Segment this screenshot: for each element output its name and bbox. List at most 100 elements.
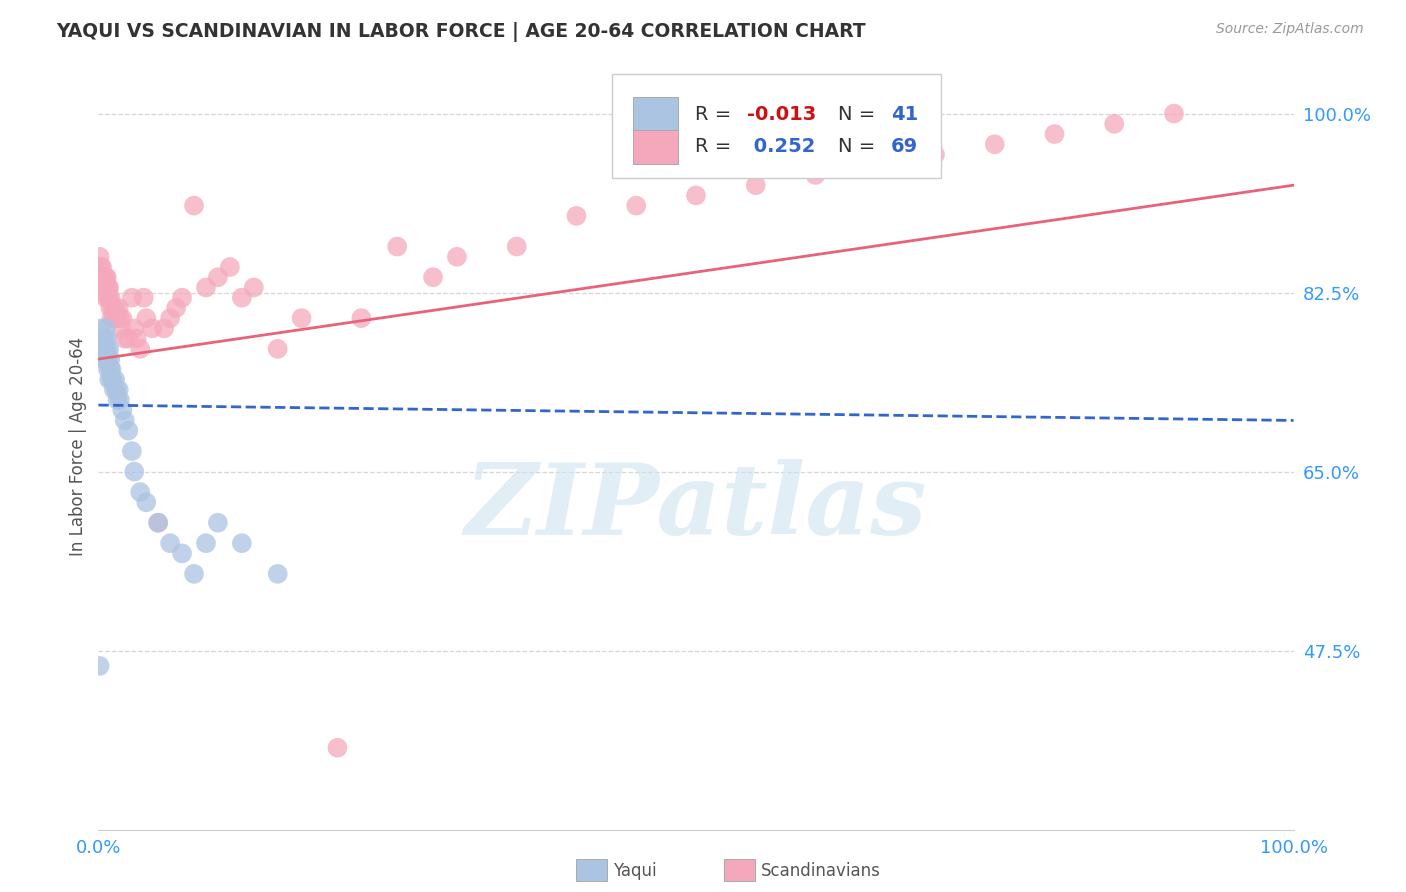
Point — [104, 301, 127, 315]
Point — [94, 352, 117, 367]
Point — [159, 311, 181, 326]
Point — [1163, 106, 1185, 120]
Point — [207, 516, 229, 530]
Point — [326, 740, 349, 755]
Point — [124, 465, 146, 479]
Point — [93, 342, 115, 356]
Point — [446, 250, 468, 264]
Point — [100, 311, 122, 326]
FancyBboxPatch shape — [613, 74, 941, 178]
Point — [153, 321, 176, 335]
Point — [98, 352, 122, 367]
Point — [121, 444, 143, 458]
Point — [148, 516, 170, 530]
Text: 69: 69 — [891, 137, 918, 156]
Point — [267, 342, 290, 356]
Point — [804, 168, 827, 182]
Point — [101, 372, 124, 386]
Point — [1104, 117, 1126, 131]
Point — [100, 372, 122, 386]
Text: N =: N = — [838, 104, 882, 124]
Point — [96, 270, 118, 285]
Point — [104, 372, 127, 386]
Point — [422, 270, 444, 285]
Point — [97, 362, 120, 376]
Point — [93, 332, 115, 346]
Point — [385, 239, 409, 253]
Point — [91, 280, 114, 294]
Point — [121, 291, 143, 305]
Point — [924, 147, 946, 161]
Point — [89, 250, 111, 264]
Point — [207, 270, 229, 285]
Point — [626, 199, 648, 213]
Point — [129, 342, 152, 356]
Point — [90, 260, 112, 274]
Point — [243, 280, 266, 294]
Point — [101, 301, 124, 315]
Point — [98, 362, 122, 376]
Text: Scandinavians: Scandinavians — [761, 862, 880, 880]
Point — [90, 321, 112, 335]
Point — [91, 342, 114, 356]
Point — [91, 332, 114, 346]
Point — [117, 424, 139, 438]
Point — [183, 199, 205, 213]
Point — [108, 311, 131, 326]
Point — [98, 342, 121, 356]
Point — [97, 352, 120, 367]
Point — [148, 516, 170, 530]
Point — [107, 301, 129, 315]
Point — [98, 301, 122, 315]
Point — [93, 270, 115, 285]
Point — [91, 270, 114, 285]
Point — [107, 311, 129, 326]
Text: 0.252: 0.252 — [748, 137, 815, 156]
Point — [91, 352, 114, 367]
Point — [172, 291, 194, 305]
Point — [97, 291, 120, 305]
Point — [1043, 127, 1066, 141]
Point — [96, 342, 118, 356]
Point — [89, 270, 111, 285]
Point — [195, 536, 218, 550]
Point — [565, 209, 588, 223]
Point — [105, 311, 128, 326]
Point — [91, 270, 114, 285]
Text: Yaqui: Yaqui — [613, 862, 657, 880]
Point — [100, 362, 122, 376]
Text: 41: 41 — [891, 104, 918, 124]
Text: N =: N = — [838, 137, 882, 156]
Point — [98, 372, 121, 386]
Point — [93, 280, 115, 294]
Point — [172, 546, 194, 560]
Point — [91, 260, 114, 274]
Point — [506, 239, 529, 253]
Point — [114, 332, 136, 346]
Point — [129, 485, 152, 500]
Point — [96, 280, 118, 294]
Point — [98, 291, 122, 305]
Text: YAQUI VS SCANDINAVIAN IN LABOR FORCE | AGE 20-64 CORRELATION CHART: YAQUI VS SCANDINAVIAN IN LABOR FORCE | A… — [56, 22, 866, 42]
Point — [98, 291, 121, 305]
Point — [90, 270, 112, 285]
Point — [97, 280, 120, 294]
Point — [124, 321, 146, 335]
Text: ZIPatlas: ZIPatlas — [465, 459, 927, 556]
Point — [125, 332, 148, 346]
Point — [107, 383, 129, 397]
Point — [105, 383, 128, 397]
Point — [114, 413, 136, 427]
Point — [111, 311, 134, 326]
Point — [984, 137, 1007, 152]
Point — [135, 495, 157, 509]
Point — [103, 383, 125, 397]
Text: R =: R = — [695, 104, 737, 124]
Point — [98, 280, 121, 294]
Point — [141, 321, 163, 335]
Point — [195, 280, 218, 294]
Point — [219, 260, 242, 274]
Point — [291, 311, 314, 326]
Text: -0.013: -0.013 — [748, 104, 817, 124]
FancyBboxPatch shape — [633, 129, 678, 164]
